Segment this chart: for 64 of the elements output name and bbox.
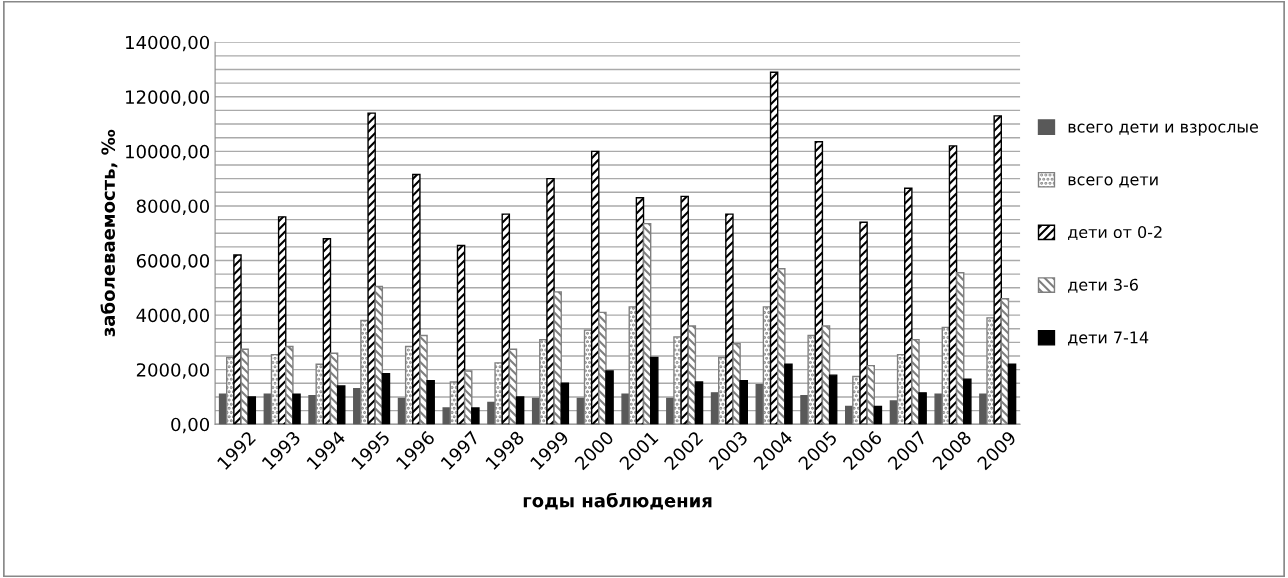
legend-label: дети от 0-2 (1068, 226, 1162, 241)
legend-label: всего дети (1068, 176, 1158, 188)
legend-label: дети 7-14 (1068, 331, 1149, 346)
bar (501, 213, 511, 425)
y-tick-label: 12000,00 (126, 90, 210, 106)
bar (955, 272, 965, 425)
y-tick-label: 0,00 (171, 417, 210, 434)
bar (732, 343, 741, 425)
bar (463, 370, 473, 425)
bar (784, 363, 793, 425)
y-tick-label: 6000,00 (136, 253, 210, 270)
bar (680, 195, 689, 425)
bar (963, 378, 972, 425)
bar (426, 379, 435, 425)
bar (336, 385, 346, 425)
bar (456, 244, 466, 425)
bar (814, 141, 824, 425)
bar (934, 393, 943, 425)
bar (553, 291, 562, 425)
bar (285, 345, 294, 425)
bar (381, 373, 391, 425)
bar (725, 213, 734, 425)
bar (442, 407, 452, 425)
bar (993, 115, 1003, 425)
y-tick-label: 10000,00 (126, 144, 210, 161)
bar (918, 392, 927, 425)
bar (904, 187, 913, 425)
bar (739, 379, 748, 425)
bar (605, 370, 614, 425)
bar (247, 396, 257, 425)
bar (590, 150, 600, 425)
bar (471, 407, 480, 425)
bar (412, 173, 421, 425)
bar (419, 334, 428, 425)
bar (911, 338, 920, 425)
bar (367, 112, 376, 425)
bar (828, 374, 838, 425)
x-axis-title: годы наблюдения (523, 492, 712, 510)
bar (866, 364, 875, 425)
y-tick-label: 8000,00 (136, 199, 210, 215)
bar (694, 381, 704, 425)
y-tick-label: 14000,00 (126, 35, 210, 52)
bar (649, 356, 659, 425)
bar (233, 254, 242, 425)
bar (494, 362, 503, 425)
bar (621, 393, 630, 425)
y-axis-title: заболеваемость, ‰ (100, 129, 118, 337)
bar (873, 405, 883, 425)
legend-label: всего дети и взрослые (1068, 123, 1258, 136)
bar (546, 177, 555, 425)
y-tick-label: 4000,00 (136, 308, 210, 325)
bar (240, 348, 249, 425)
bar (1007, 363, 1017, 425)
legend-label: дети 3-6 (1068, 278, 1138, 293)
bar (807, 334, 816, 425)
bar (315, 363, 325, 425)
bar (598, 311, 607, 425)
bar (859, 221, 868, 425)
bar (642, 222, 652, 425)
bar (515, 396, 525, 425)
bar (777, 268, 786, 425)
bar (292, 393, 301, 425)
bar (560, 382, 570, 425)
y-tick-label: 2000,00 (136, 363, 210, 379)
